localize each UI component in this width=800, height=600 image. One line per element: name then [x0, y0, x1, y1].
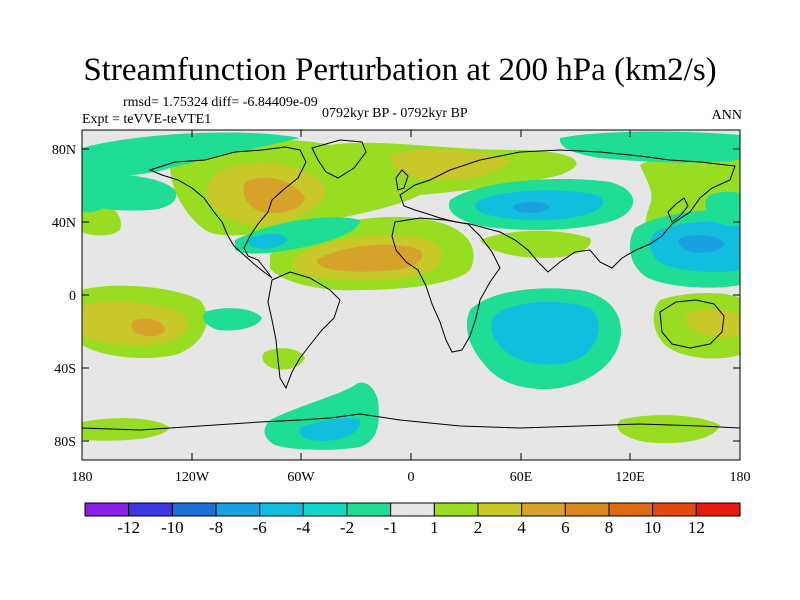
colorbar-swatch — [390, 502, 435, 517]
x-axis-labels: 180 120W 60W 0 60E 120E 180 — [72, 470, 751, 485]
negative-anomaly-asia-pacific-max — [678, 235, 725, 253]
x-tick-label: 180 — [72, 470, 93, 485]
colorbar-label: 12 — [688, 518, 705, 537]
period-label: 0792kyr BP - 0792kyr BP — [322, 106, 468, 121]
colorbar-label: 10 — [644, 518, 661, 537]
colorbar-swatch — [521, 502, 566, 517]
colorbar-swatch — [477, 502, 523, 517]
positive-anomaly-south-pacific-max — [131, 318, 165, 337]
colorbar-swatch — [564, 502, 610, 517]
y-tick-label: 0 — [69, 289, 76, 304]
colorbar-swatch — [652, 502, 697, 517]
negative-anomaly-antarctic-core — [299, 417, 361, 441]
x-tick-label: 120E — [615, 470, 645, 485]
colorbar-swatch — [84, 502, 130, 517]
coastline-north-america — [148, 146, 307, 279]
negative-anomaly-south-america-west — [262, 348, 305, 370]
colorbar-label: 2 — [474, 518, 483, 537]
colorbar-swatch — [128, 502, 173, 517]
negative-anomaly-gulf-atlantic-core — [247, 234, 288, 249]
colorbar-label: 6 — [561, 518, 570, 537]
positive-anomaly-north-america-max — [243, 177, 305, 214]
colorbar-label: -1 — [384, 518, 398, 537]
negative-anomaly-north-pacific — [82, 173, 177, 211]
coastline-antarctica — [82, 413, 740, 431]
negative-anomaly-east-edge — [705, 191, 740, 226]
colorbar-swatch — [215, 502, 261, 517]
colorbar-swatch — [608, 502, 654, 517]
coastline-uk — [395, 169, 409, 191]
positive-anomaly-asia-subtropics — [480, 230, 591, 258]
colorbar-label: -2 — [340, 518, 354, 537]
y-tick-label: 80N — [52, 143, 76, 158]
negative-anomaly-arctic — [82, 132, 300, 177]
colorbar: -12 -10 -8 -6 -4 -2 -1 1 2 4 6 8 10 12 — [84, 502, 741, 537]
negative-anomaly-eurasia-max — [512, 201, 550, 213]
colorbar-label: -12 — [117, 518, 140, 537]
x-tick-label: 120W — [175, 470, 210, 485]
x-tick-label: 180 — [730, 470, 751, 485]
colorbar-swatch — [433, 502, 479, 517]
x-tick-label: 60W — [287, 470, 315, 485]
colorbar-swatch — [259, 502, 304, 517]
colorbar-swatch — [302, 502, 348, 517]
negative-anomaly-arctic-east — [559, 131, 740, 163]
positive-anomaly-australia-core — [685, 308, 740, 338]
negative-anomaly-south-indian-core — [490, 301, 599, 365]
colorbar-label: 1 — [430, 518, 439, 537]
rmsd-stats: rmsd= 1.75324 diff= -6.84409e-09 — [123, 95, 318, 110]
colorbar-label: -10 — [161, 518, 184, 537]
colorbar-label: -8 — [209, 518, 223, 537]
y-axis-labels: 80N 40N 0 40S 80S — [52, 143, 76, 450]
positive-anomaly-eurasia-arctic — [389, 149, 510, 181]
y-tick-label: 40S — [54, 362, 76, 377]
coastline-greenland — [311, 139, 367, 179]
y-tick-label: 80S — [54, 435, 76, 450]
coastline-japan — [667, 197, 689, 223]
colorbar-label: -4 — [296, 518, 311, 537]
x-tick-label: 0 — [408, 470, 415, 485]
positive-anomaly-subtropical-atlantic-max — [316, 244, 423, 272]
colorbar-label: 8 — [605, 518, 614, 537]
colorbar-label: 4 — [517, 518, 526, 537]
x-tick-label: 60E — [510, 470, 533, 485]
experiment-label: Expt = teVVE-teVTE1 — [82, 112, 212, 127]
colorbar-label: -6 — [253, 518, 267, 537]
colorbar-swatch — [695, 502, 741, 517]
plot-title: Streamfunction Perturbation at 200 hPa (… — [83, 52, 717, 88]
coastline-africa — [391, 217, 501, 353]
coastlines — [82, 139, 740, 431]
colorbar-swatch — [171, 502, 217, 517]
axis-ticks — [81, 130, 741, 460]
coastline-australia — [659, 299, 725, 349]
negative-anomaly-dateline-north — [82, 194, 105, 213]
negative-anomaly-south-pacific — [203, 308, 262, 331]
coastline-south-america — [267, 271, 341, 390]
y-tick-label: 40N — [52, 216, 76, 231]
season-label: ANN — [711, 108, 742, 123]
positive-anomaly-southern-indian — [617, 415, 720, 444]
colorbar-swatch — [346, 502, 392, 517]
coastline-eurasia — [399, 149, 736, 273]
